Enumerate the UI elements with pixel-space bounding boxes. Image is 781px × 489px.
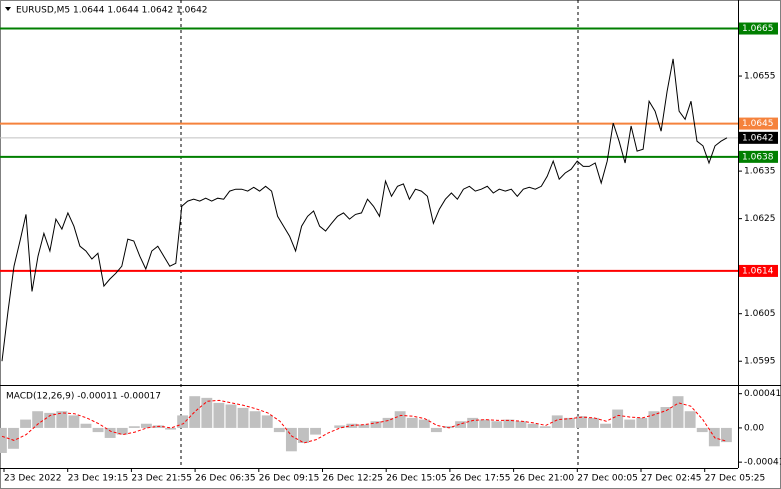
x-tick-label: 26 Dec 15:05 — [386, 474, 447, 484]
level-label: 1.0645 — [742, 119, 774, 129]
y-tick-label: 1.0605 — [744, 309, 776, 319]
level-label: 1.0642 — [742, 133, 774, 143]
macd-bar — [0, 427, 7, 453]
macd-bar — [334, 425, 346, 428]
macd-bar — [225, 404, 237, 428]
macd-bar — [660, 407, 672, 428]
macd-bar — [165, 427, 176, 430]
macd-bar — [503, 419, 515, 428]
macd-bar — [370, 421, 382, 428]
macd-bar — [406, 417, 418, 428]
macd-bar — [588, 417, 599, 428]
macd-title: MACD(12,26,9) -0.00011 -0.00017 — [6, 392, 161, 402]
macd-bar — [684, 411, 696, 428]
y-tick-label: 1.0635 — [744, 167, 776, 177]
macd-bar — [382, 417, 394, 428]
macd-bar — [285, 427, 297, 452]
level-label-box — [739, 150, 778, 163]
x-tick-label: 26 Dec 21:00 — [514, 474, 575, 484]
macd-bar — [455, 421, 466, 428]
macd-bar — [515, 421, 527, 428]
macd-bar — [720, 427, 732, 443]
x-tick-label: 23 Dec 2022 — [4, 474, 62, 484]
macd-bar — [201, 397, 213, 428]
macd-bar — [92, 427, 104, 433]
macd-bar — [575, 416, 587, 428]
menu-arrow — [5, 7, 11, 11]
macd-bar — [116, 427, 128, 435]
y-tick-label: 1.0595 — [744, 357, 776, 367]
x-tick-label: 26 Dec 06:35 — [195, 474, 256, 484]
macd-bar — [600, 423, 611, 428]
x-tick-label: 26 Dec 09:15 — [259, 474, 320, 484]
level-label: 1.0614 — [742, 266, 774, 276]
macd-bar — [273, 427, 285, 433]
macd-bar — [443, 426, 454, 428]
y-tick-label: 1.0655 — [744, 72, 776, 82]
x-tick-label: 26 Dec 12:25 — [323, 474, 384, 484]
macd-bar — [189, 396, 201, 428]
x-tick-label: 27 Dec 05:25 — [705, 474, 766, 484]
x-tick-label: 27 Dec 00:05 — [577, 474, 638, 484]
macd-bar — [696, 427, 708, 433]
macd-bar — [394, 411, 406, 428]
level-label: 1.0638 — [742, 152, 774, 162]
macd-bar — [624, 419, 636, 428]
macd-bar — [32, 411, 44, 428]
macd-bar — [648, 411, 660, 428]
y-tick-label: -0.00041 — [744, 458, 781, 468]
macd-bar — [140, 423, 152, 428]
macd-bar — [418, 419, 430, 428]
macd-bar — [551, 415, 563, 428]
price-line — [1, 58, 728, 362]
macd-bar — [261, 415, 273, 428]
level-label-box — [739, 264, 778, 277]
macd-bar — [298, 427, 309, 443]
macd-bar — [491, 421, 503, 428]
macd-bar — [80, 423, 92, 428]
macd-bar — [563, 417, 575, 428]
macd-bar — [8, 427, 19, 449]
y-tick-label: 1.0625 — [744, 214, 776, 224]
macd-bar — [636, 417, 648, 428]
macd-bar — [213, 402, 225, 428]
macd-bar — [104, 427, 116, 438]
macd-bar — [128, 426, 140, 428]
macd-bar — [539, 426, 551, 428]
macd-bar — [672, 396, 684, 428]
macd-bar — [249, 411, 261, 428]
signal-line — [1, 399, 728, 444]
macd-bar — [467, 417, 479, 428]
macd-bar — [310, 427, 321, 435]
level-label-box — [739, 117, 778, 130]
y-tick-label: 0.00041 — [744, 389, 781, 399]
y-tick-label: 0.00 — [744, 423, 764, 433]
macd-bar — [237, 407, 249, 428]
level-label-box — [739, 131, 778, 144]
macd-bar — [527, 423, 539, 428]
x-tick-label: 23 Dec 19:15 — [68, 474, 129, 484]
macd-bar — [612, 409, 624, 428]
x-tick-label: 27 Dec 02:45 — [641, 474, 702, 484]
level-label-box — [739, 22, 778, 35]
level-label: 1.0665 — [742, 24, 774, 34]
chart-title: EURUSD,M5 1.0644 1.0644 1.0642 1.0642 — [16, 6, 208, 16]
x-tick-label: 26 Dec 17:55 — [450, 474, 511, 484]
macd-bar — [358, 424, 370, 428]
macd-bar — [430, 427, 442, 433]
macd-bar — [56, 411, 68, 428]
macd-bar — [68, 415, 80, 428]
macd-bar — [479, 419, 491, 428]
macd-bar — [20, 419, 31, 428]
macd-bar — [44, 412, 56, 428]
x-tick-label: 23 Dec 21:55 — [131, 474, 192, 484]
macd-bar — [177, 415, 189, 428]
